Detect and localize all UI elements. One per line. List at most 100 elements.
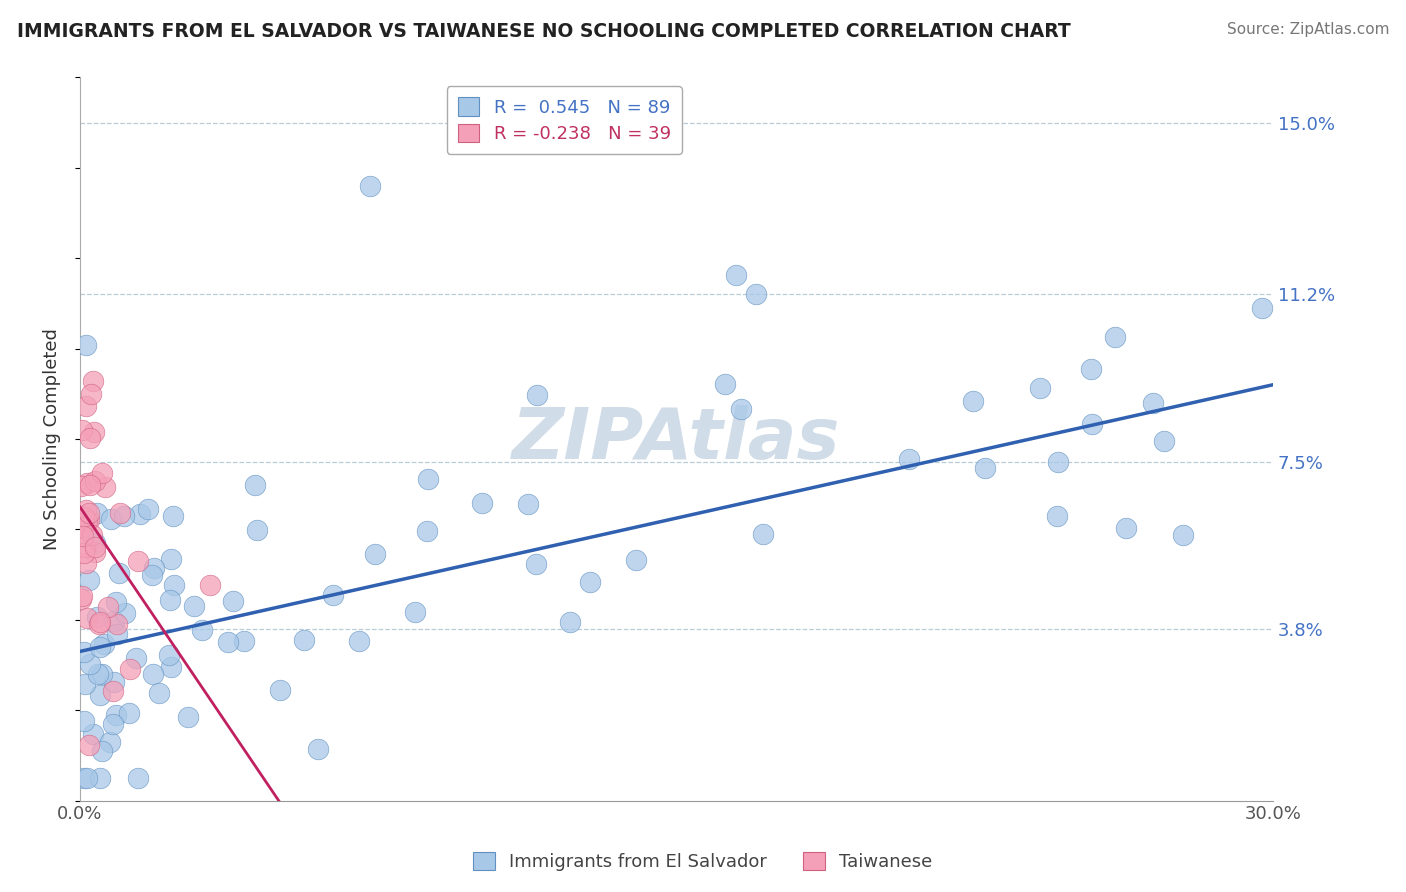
Point: [118, 662, 141, 676]
Point: [359, 178, 381, 193]
Point: [73, 546, 96, 560]
Point: [129, 507, 152, 521]
Point: [1153, 434, 1175, 449]
Point: [89, 616, 111, 631]
Point: [1104, 329, 1126, 343]
Point: [73, 540, 96, 554]
Point: [100, 512, 122, 526]
Point: [526, 388, 548, 402]
Point: [101, 716, 124, 731]
Point: [77, 739, 100, 753]
Point: [84, 541, 107, 555]
Point: [624, 553, 647, 567]
Point: [973, 460, 995, 475]
Point: [578, 575, 600, 590]
Point: [73, 676, 96, 690]
Point: [217, 634, 239, 648]
Point: [177, 710, 200, 724]
Point: [159, 593, 181, 607]
Text: IMMIGRANTS FROM EL SALVADOR VS TAIWANESE NO SCHOOLING COMPLETED CORRELATION CHAR: IMMIGRANTS FROM EL SALVADOR VS TAIWANESE…: [17, 22, 1070, 41]
Point: [103, 675, 125, 690]
Point: [198, 578, 221, 592]
Point: [83, 544, 105, 558]
Point: [142, 667, 165, 681]
Point: [77, 506, 100, 520]
Point: [97, 600, 120, 615]
Point: [1080, 362, 1102, 376]
Point: [70, 589, 93, 603]
Point: [73, 645, 96, 659]
Point: [107, 616, 129, 631]
Point: [157, 648, 180, 662]
Point: [246, 523, 269, 537]
Point: [725, 268, 748, 283]
Y-axis label: No Schooling Completed: No Schooling Completed: [44, 328, 60, 550]
Point: [73, 519, 96, 533]
Point: [104, 707, 127, 722]
Point: [90, 743, 112, 757]
Point: [322, 589, 344, 603]
Point: [91, 667, 114, 681]
Point: [714, 376, 737, 391]
Point: [76, 515, 98, 529]
Point: [163, 578, 186, 592]
Point: [183, 599, 205, 614]
Point: [1115, 521, 1137, 535]
Point: [114, 606, 136, 620]
Point: [82, 528, 104, 542]
Point: [82, 374, 104, 388]
Point: [83, 425, 105, 439]
Point: [404, 605, 426, 619]
Point: [77, 573, 100, 587]
Point: [962, 394, 984, 409]
Point: [94, 480, 117, 494]
Point: [86, 610, 108, 624]
Point: [118, 706, 141, 720]
Point: [73, 714, 96, 728]
Point: [98, 735, 121, 749]
Point: [558, 615, 581, 629]
Point: [73, 771, 96, 785]
Point: [84, 474, 107, 488]
Point: [108, 506, 131, 520]
Point: [86, 506, 108, 520]
Point: [1080, 417, 1102, 432]
Point: [308, 742, 330, 756]
Point: [108, 566, 131, 580]
Point: [141, 567, 163, 582]
Point: [233, 633, 256, 648]
Point: [101, 684, 124, 698]
Point: [148, 686, 170, 700]
Point: [75, 556, 97, 570]
Point: [104, 595, 127, 609]
Point: [69, 519, 91, 533]
Point: [127, 771, 149, 785]
Point: [89, 640, 111, 654]
Point: [517, 497, 540, 511]
Point: [730, 402, 752, 417]
Point: [1171, 528, 1194, 542]
Point: [471, 496, 494, 510]
Point: [87, 666, 110, 681]
Point: [103, 614, 125, 628]
Point: [751, 527, 773, 541]
Point: [191, 623, 214, 637]
Point: [69, 478, 91, 492]
Point: [1251, 301, 1274, 315]
Point: [72, 510, 94, 524]
Point: [416, 524, 439, 538]
Legend: Immigrants from El Salvador, Taiwanese: Immigrants from El Salvador, Taiwanese: [465, 845, 941, 879]
Point: [112, 508, 135, 523]
Point: [80, 386, 103, 401]
Point: [1046, 455, 1069, 469]
Point: [159, 552, 181, 566]
Point: [245, 478, 267, 492]
Point: [347, 634, 370, 648]
Point: [70, 591, 93, 606]
Point: [125, 651, 148, 665]
Point: [745, 287, 768, 301]
Point: [75, 338, 97, 352]
Point: [105, 627, 128, 641]
Point: [89, 615, 111, 629]
Point: [79, 431, 101, 445]
